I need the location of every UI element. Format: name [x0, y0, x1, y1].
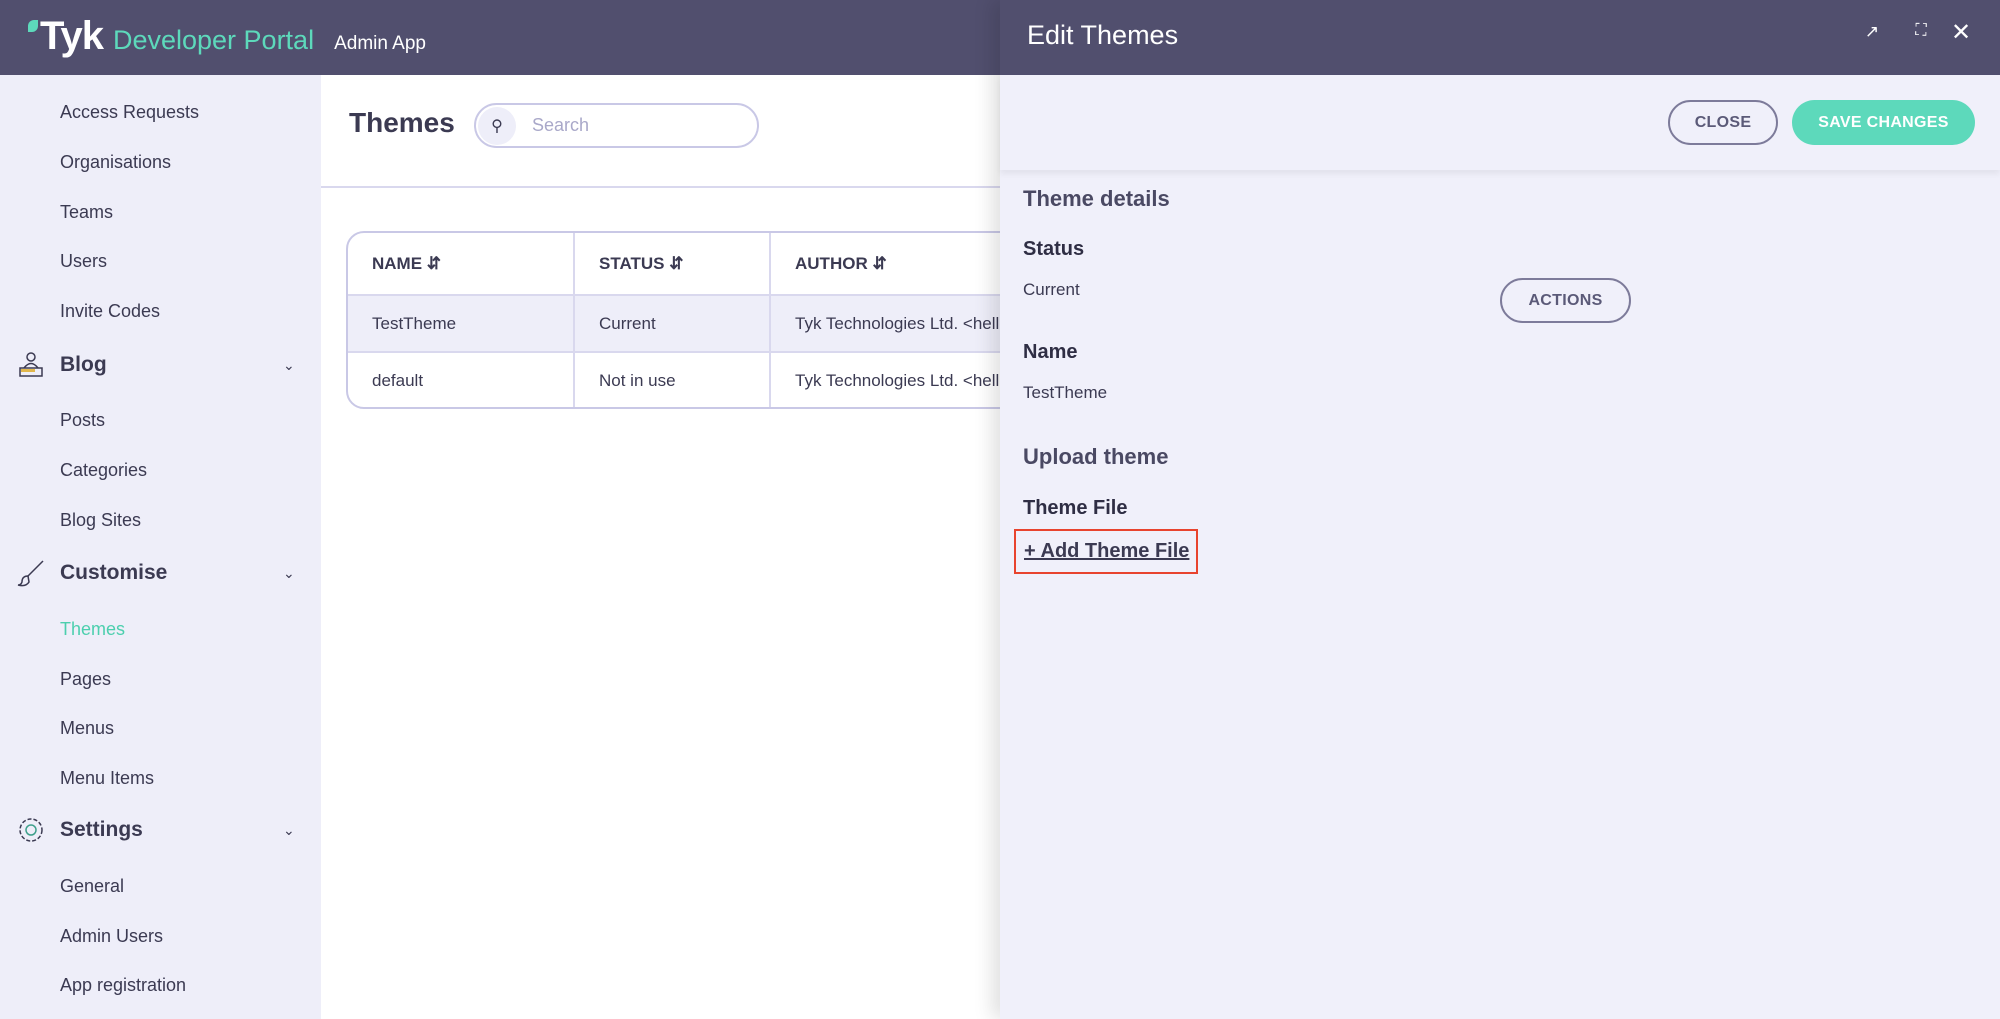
sidebar-item-themes[interactable]: Themes [60, 619, 126, 639]
panel-action-bar: CLOSE SAVE CHANGES [1000, 75, 2000, 170]
table-header: NAME ⇵ STATUS ⇵ AUTHOR ⇵ [348, 233, 1064, 294]
sidebar: Access Requests Organisations Teams User… [0, 75, 321, 1019]
chevron-down-icon: ⌄ [283, 821, 295, 838]
search-icon: ⚲ [478, 106, 516, 145]
status-value: Current [1023, 280, 1080, 299]
sidebar-item-admin-users[interactable]: Admin Users [60, 926, 164, 946]
brush-icon [17, 560, 44, 587]
sort-icon: ⇵ [669, 253, 684, 273]
search-input[interactable]: ⚲ Search [474, 103, 759, 148]
open-external-icon[interactable]: ↗ [1864, 22, 1880, 41]
close-button[interactable]: CLOSE [1668, 100, 1778, 145]
gear-icon [19, 818, 43, 842]
panel-header: Edit Themes ↗ ⛶ ✕ [1000, 0, 2000, 75]
sidebar-item-invite-codes[interactable]: Invite Codes [60, 301, 161, 321]
column-header-name[interactable]: NAME ⇵ [372, 253, 442, 273]
sidebar-item-teams[interactable]: Teams [60, 202, 114, 222]
themes-table: NAME ⇵ STATUS ⇵ AUTHOR ⇵ TestTheme Curre… [346, 231, 1066, 409]
sidebar-item-posts[interactable]: Posts [60, 410, 106, 430]
main-content: Themes ⚲ Search NAME ⇵ STATUS ⇵ AUTHOR ⇵… [321, 75, 1066, 1019]
sidebar-item-organisations[interactable]: Organisations [60, 152, 172, 172]
sort-icon: ⇵ [426, 253, 442, 273]
name-value: TestTheme [1023, 383, 1108, 402]
table-row[interactable]: TestTheme Current Tyk Technologies Ltd. … [348, 294, 1064, 351]
page-title: Themes [349, 107, 455, 138]
divider [321, 186, 1000, 188]
sidebar-group-blog[interactable]: Blog ⌄ [0, 345, 321, 385]
name-label: Name [1023, 341, 1078, 363]
sidebar-item-access-requests[interactable]: Access Requests [60, 102, 200, 122]
sidebar-item-blog-sites[interactable]: Blog Sites [60, 510, 142, 530]
sidebar-item-pages[interactable]: Pages [60, 669, 112, 689]
sidebar-item-general[interactable]: General [60, 876, 125, 896]
chevron-down-icon: ⌄ [283, 356, 295, 373]
add-theme-file-link[interactable]: + Add Theme File [1014, 529, 1198, 574]
sort-icon: ⇵ [872, 253, 887, 273]
status-label: Status [1023, 238, 1085, 260]
theme-file-label: Theme File [1023, 497, 1128, 519]
sidebar-item-app-registration[interactable]: App registration [60, 975, 187, 995]
logo[interactable]: Tyk Developer Portal Admin App [28, 14, 426, 59]
actions-button[interactable]: ACTIONS [1500, 278, 1631, 323]
table-row[interactable]: default Not in use Tyk Technologies Ltd.… [348, 351, 1064, 407]
close-icon[interactable]: ✕ [1950, 19, 1972, 46]
blog-icon [19, 352, 43, 377]
save-changes-button[interactable]: SAVE CHANGES [1792, 100, 1975, 145]
sidebar-item-categories[interactable]: Categories [60, 460, 148, 480]
column-header-status[interactable]: STATUS ⇵ [599, 253, 684, 273]
sidebar-item-menus[interactable]: Menus [60, 718, 115, 738]
edit-themes-panel: Edit Themes ↗ ⛶ ✕ CLOSE SAVE CHANGES The… [1000, 0, 2000, 1019]
expand-icon[interactable]: ⛶ [1915, 22, 1927, 39]
sidebar-group-customise[interactable]: Customise ⌄ [0, 553, 321, 593]
column-header-author[interactable]: AUTHOR ⇵ [795, 253, 887, 273]
sidebar-item-menu-items[interactable]: Menu Items [60, 768, 155, 788]
section-heading: Theme details [1023, 186, 1170, 211]
sidebar-group-settings[interactable]: Settings ⌄ [0, 810, 321, 850]
section-heading: Upload theme [1023, 444, 1169, 469]
panel-title: Edit Themes [1027, 20, 1179, 50]
chevron-down-icon: ⌄ [283, 564, 295, 581]
sidebar-item-users[interactable]: Users [60, 251, 108, 271]
app-name: Admin App [334, 33, 426, 54]
